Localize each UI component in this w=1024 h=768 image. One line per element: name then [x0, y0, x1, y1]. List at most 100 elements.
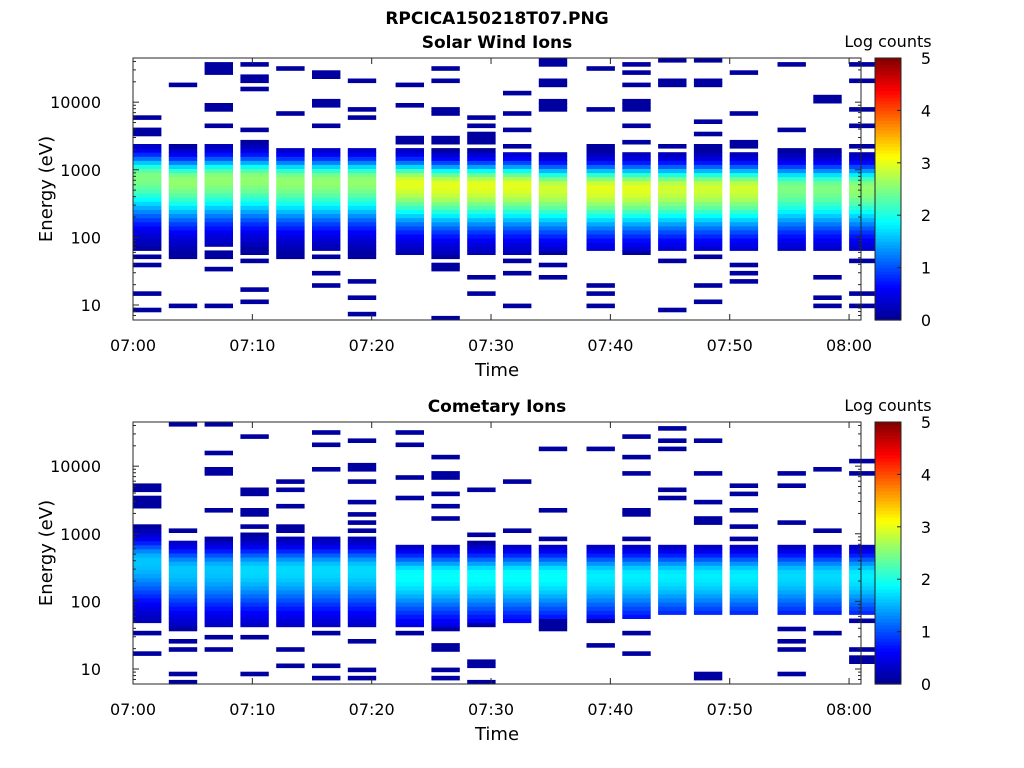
spectrogram-cell: [729, 585, 759, 591]
spectrogram-cell: [693, 499, 723, 505]
spectrogram-cell: [240, 164, 269, 169]
colorbar-segment: [875, 175, 901, 180]
spectrogram-cell: [503, 548, 532, 554]
colorbar-segment: [875, 661, 901, 665]
spectrogram-cell: [622, 573, 651, 579]
colorbar-segment: [875, 497, 901, 502]
spectrogram-cell: [204, 557, 233, 562]
colorbar-segment: [875, 647, 901, 652]
spectrogram-cell: [813, 565, 842, 570]
spectrogram-cell: [503, 160, 532, 165]
spectrogram-cell: [693, 569, 723, 574]
spectrogram-cell: [204, 647, 233, 652]
spectrogram-cell: [693, 471, 723, 476]
spectrogram-cell: [204, 602, 233, 607]
spectrogram-cell: [849, 242, 878, 247]
y-tick-label: 1000: [60, 525, 101, 544]
spectrogram-cell: [467, 544, 496, 550]
spectrogram-cell: [133, 495, 162, 501]
spectrogram-cell: [729, 565, 759, 570]
spectrogram-cell: [312, 242, 341, 247]
spectrogram-cell: [849, 176, 878, 182]
spectrogram-cell: [586, 107, 615, 112]
spectrogram-cell: [813, 189, 842, 194]
colorbar-segment: [875, 464, 901, 469]
spectrogram-cell: [240, 180, 269, 186]
spectrogram-cell: [240, 487, 269, 493]
spectrogram-cell: [168, 152, 198, 157]
spectrogram-cell: [777, 148, 806, 153]
colorbar-segment: [875, 113, 901, 118]
spectrogram-cell: [503, 561, 532, 566]
colorbar-segment: [875, 146, 901, 151]
spectrogram-cell: [395, 250, 424, 255]
spectrogram-cell: [133, 614, 162, 619]
spectrogram-cell: [538, 573, 568, 579]
spectrogram-cell: [312, 205, 341, 210]
spectrogram-cell: [395, 139, 424, 145]
colorbar-segment: [875, 297, 901, 301]
spectrogram-cell: [133, 225, 162, 231]
spectrogram-cell: [312, 442, 341, 448]
spectrogram-cell: [133, 544, 162, 550]
spectrogram-cell: [240, 139, 269, 145]
spectrogram-cell: [693, 193, 723, 198]
colorbar-segment: [875, 674, 901, 679]
spectrogram-cell: [813, 217, 842, 223]
spectrogram-cell: [503, 585, 532, 591]
spectrogram-cell: [467, 610, 496, 615]
spectrogram-cell: [168, 647, 198, 652]
spectrogram-cell: [312, 283, 341, 288]
colorbar-segment: [875, 264, 901, 269]
spectrogram-cell: [813, 184, 842, 190]
spectrogram-cell: [849, 606, 878, 611]
spectrogram-cell: [693, 119, 723, 124]
spectrogram-cell: [204, 70, 233, 75]
spectrogram-cell: [622, 577, 651, 583]
spectrogram-cell: [133, 144, 162, 149]
spectrogram-cell: [538, 193, 568, 198]
spectrogram-cell: [777, 565, 806, 570]
x-tick-label: 07:00: [110, 336, 156, 355]
spectrogram-cell: [395, 193, 424, 198]
spectrogram-cell: [693, 581, 723, 587]
spectrogram-cell: [312, 193, 341, 198]
spectrogram-cell: [395, 242, 424, 247]
spectrogram-cell: [849, 189, 878, 194]
spectrogram-cell: [693, 234, 723, 239]
spectrogram-cell: [431, 589, 460, 595]
spectrogram-cell: [622, 598, 651, 603]
spectrogram-cell: [347, 573, 377, 579]
colorbar-segment: [875, 211, 901, 216]
spectrogram-cell: [849, 589, 878, 595]
spectrogram-cell: [622, 164, 651, 169]
spectrogram-cell: [538, 262, 568, 268]
spectrogram-cell: [168, 246, 198, 251]
spectrogram-cell: [168, 671, 198, 677]
spectrogram-cell: [240, 532, 269, 538]
spectrogram-cell: [503, 258, 532, 264]
spectrogram-cell: [622, 156, 651, 161]
spectrogram-cell: [538, 160, 568, 165]
spectrogram-cell: [347, 213, 377, 219]
spectrogram-cell: [538, 508, 568, 513]
spectrogram-cell: [467, 606, 496, 611]
spectrogram-cell: [538, 189, 568, 194]
spectrogram-cell: [168, 589, 198, 595]
colorbar-segment: [875, 277, 901, 282]
spectrogram-cell: [395, 581, 424, 587]
spectrogram-cell: [503, 144, 532, 149]
spectrogram-cell: [622, 70, 651, 75]
spectrogram-cell: [586, 283, 615, 288]
spectrogram-cell: [622, 201, 651, 206]
spectrogram-cell: [204, 610, 233, 615]
spectrogram-cells: [133, 422, 878, 685]
colorbar-segment: [875, 448, 901, 453]
spectrogram-cell: [133, 254, 162, 260]
spectrogram-cell: [849, 585, 878, 591]
spectrogram-cell: [467, 614, 496, 619]
colorbar-tick-label: 2: [921, 570, 931, 589]
spectrogram-cell: [240, 581, 269, 587]
spectrogram-cell: [204, 107, 233, 112]
spectrogram-cell: [693, 299, 723, 305]
